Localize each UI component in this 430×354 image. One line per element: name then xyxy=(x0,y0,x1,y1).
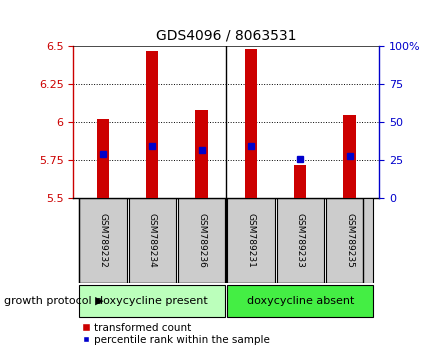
Text: doxycycline present: doxycycline present xyxy=(96,296,208,306)
Text: GSM789232: GSM789232 xyxy=(98,213,107,268)
Text: GSM789234: GSM789234 xyxy=(147,213,157,268)
Text: GSM789233: GSM789233 xyxy=(295,213,304,268)
Text: growth protocol ▶: growth protocol ▶ xyxy=(4,296,104,306)
Bar xyxy=(227,198,274,283)
Text: GSM789236: GSM789236 xyxy=(197,213,206,268)
Bar xyxy=(325,198,372,283)
Bar xyxy=(79,285,225,317)
Bar xyxy=(195,110,207,198)
Text: GSM789231: GSM789231 xyxy=(246,213,255,268)
Bar xyxy=(293,165,306,198)
Bar xyxy=(178,198,225,283)
Bar xyxy=(96,119,109,198)
Bar xyxy=(244,49,257,198)
Bar xyxy=(227,285,372,317)
Bar xyxy=(128,198,175,283)
Title: GDS4096 / 8063531: GDS4096 / 8063531 xyxy=(156,28,296,42)
Bar xyxy=(343,115,355,198)
Legend: transformed count, percentile rank within the sample: transformed count, percentile rank withi… xyxy=(78,318,273,349)
Text: GSM789235: GSM789235 xyxy=(344,213,353,268)
Bar xyxy=(79,198,126,283)
Bar xyxy=(276,198,323,283)
Bar xyxy=(146,51,158,198)
Text: doxycycline absent: doxycycline absent xyxy=(246,296,353,306)
